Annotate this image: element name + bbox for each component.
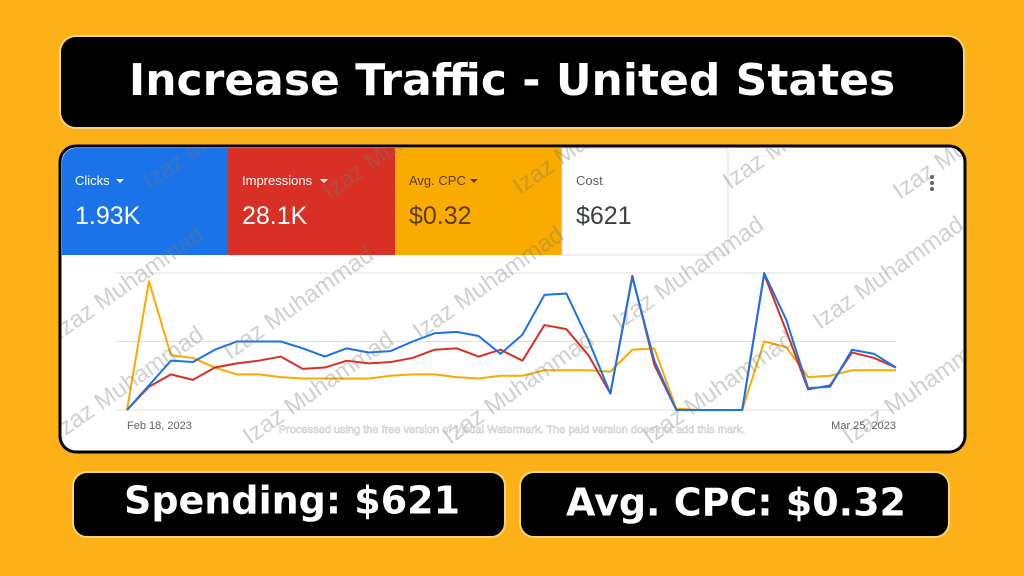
metric-value: $0.32	[409, 202, 472, 230]
x-tick-label: Mar 25, 2023	[831, 420, 896, 432]
metric-value: 28.1K	[242, 202, 308, 230]
title: Increase Traffic - United States	[129, 55, 895, 106]
metric-label: Impressions	[242, 173, 313, 188]
series-line	[126, 280, 896, 411]
metric-value: $621	[576, 202, 632, 230]
dropdown-arrow[interactable]	[116, 179, 124, 183]
metric-label: Cost	[576, 173, 603, 188]
series-line	[126, 273, 897, 411]
panel-content: Clicks 1.93K Impressions 28.1K Avg. CPC …	[62, 148, 963, 450]
x-tick-label: Feb 18, 2023	[127, 420, 192, 432]
title-box	[59, 35, 965, 129]
metric-tile[interactable]	[62, 148, 228, 255]
dropdown-arrow[interactable]	[470, 179, 478, 183]
avg-cpc: Avg. CPC: $0.32	[566, 481, 906, 525]
spending-box	[72, 471, 506, 538]
metric-tile[interactable]	[395, 148, 562, 255]
metric-value: 1.93K	[75, 202, 141, 230]
metric-tile[interactable]	[561, 148, 729, 256]
series-line	[126, 272, 897, 411]
cpc-box	[519, 471, 950, 538]
spending: Spending: $621	[124, 479, 460, 523]
metric-label: Clicks	[75, 173, 110, 188]
dropdown-arrow[interactable]	[320, 179, 328, 183]
metric-tile[interactable]	[228, 148, 395, 255]
more-menu[interactable]	[930, 175, 934, 191]
watermark-notice: Processed using the free version of Visu…	[279, 424, 745, 436]
metric-label: Avg. CPC	[409, 173, 466, 188]
